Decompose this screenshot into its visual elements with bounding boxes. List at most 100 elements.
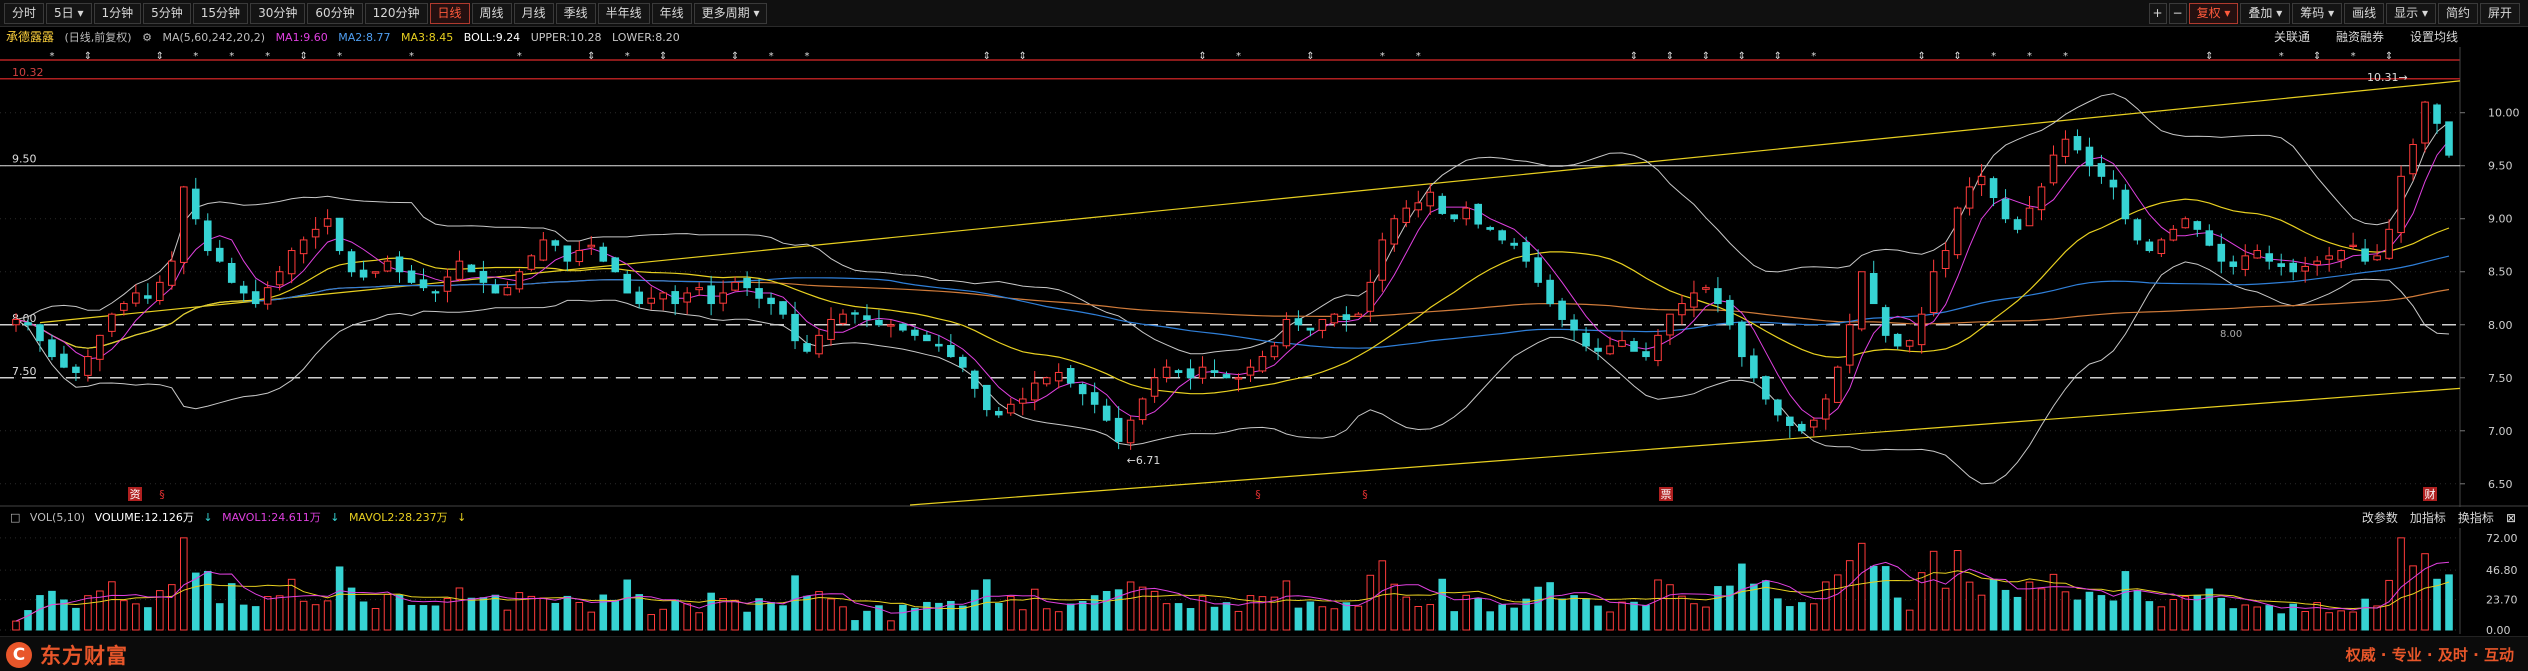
- volume-bar-50: [611, 599, 620, 631]
- tab-8[interactable]: 日线: [429, 3, 470, 24]
- volume-bar-117: [1414, 606, 1423, 631]
- candle-body-195: [2349, 244, 2357, 247]
- candle-body-25: [311, 228, 320, 238]
- candle-body-9: [120, 303, 128, 311]
- tool-button-6[interactable]: 显示 ▾: [2386, 3, 2436, 24]
- volume-legend: □ VOL(5,10) VOLUME:12.126万 ↓ MAVOL1:24.6…: [0, 508, 2528, 528]
- tool-button-3[interactable]: 叠加 ▾: [2240, 3, 2291, 24]
- tab-6[interactable]: 60分钟: [307, 3, 363, 24]
- candle-body-59: [719, 292, 727, 304]
- volume-chart[interactable]: 0.00 23.70 46.80 72.00: [0, 528, 2528, 634]
- candle-body-1: [24, 322, 32, 326]
- tab-2[interactable]: 1分钟: [93, 3, 142, 24]
- candle-body-141: [1702, 287, 1710, 290]
- footer: C 东方财富 权威 · 专业 · 及时 · 互动: [0, 636, 2528, 671]
- tab-1[interactable]: 5日 ▾: [46, 3, 92, 24]
- event-star-33: *: [409, 51, 414, 62]
- tool-button-2[interactable]: 复权 ▾: [2188, 3, 2239, 24]
- tab-11[interactable]: 季线: [555, 3, 596, 24]
- candle-body-97: [1174, 370, 1183, 373]
- lower-value: LOWER:8.20: [611, 31, 680, 44]
- chart-link-1[interactable]: 融资融券: [2335, 30, 2384, 44]
- volume-bar-157: [1893, 597, 1902, 631]
- candle-body-190: [2289, 262, 2297, 273]
- volume-bar-59: [719, 598, 727, 631]
- event-star-42: *: [517, 51, 522, 62]
- volume-bar-199: [2397, 537, 2405, 631]
- tab-7[interactable]: 120分钟: [364, 3, 428, 24]
- volume-link-2[interactable]: 换指标: [2457, 511, 2494, 525]
- volume-bar-108: [1306, 601, 1315, 631]
- candle-body-120: [1450, 214, 1459, 220]
- candle-body-20: [251, 291, 260, 305]
- volume-bar-29: [359, 601, 368, 631]
- candle-body-196: [2361, 248, 2369, 262]
- candle-body-52: [635, 291, 644, 305]
- tab-4[interactable]: 15分钟: [192, 3, 249, 24]
- candle-body-177: [2133, 219, 2142, 241]
- brand-logo[interactable]: C 东方财富: [6, 640, 128, 670]
- event-box-4: [1659, 487, 1673, 501]
- vol-params[interactable]: VOL(5,10): [29, 511, 86, 524]
- volume-bar-152: [1833, 574, 1842, 631]
- chart-link-2[interactable]: 设置均线: [2409, 30, 2458, 44]
- candle-body-19: [239, 285, 248, 294]
- candle-body-39: [479, 270, 488, 283]
- ma-params[interactable]: MA(5,60,242,20,2): [162, 31, 266, 44]
- event-marker-2: §: [1255, 488, 1261, 501]
- volume-link-0[interactable]: 改参数: [2361, 511, 2398, 525]
- candle-body-42: [515, 271, 524, 290]
- tab-9[interactable]: 周线: [471, 3, 512, 24]
- volume-bar-125: [1510, 607, 1518, 631]
- volume-bar-153: [1845, 560, 1854, 631]
- candle-body-26: [323, 218, 332, 227]
- tab-5[interactable]: 30分钟: [250, 3, 306, 24]
- high-annotation: 10.31→: [2367, 71, 2408, 84]
- chart-mode: (日线,前复权): [64, 31, 132, 44]
- volume-bar-183: [2205, 588, 2214, 631]
- volume-bar-31: [383, 593, 392, 631]
- candle-body-46: [563, 245, 572, 262]
- candle-body-134: [1618, 340, 1626, 347]
- volume-bar-190: [2289, 603, 2297, 631]
- volume-bar-130: [1570, 595, 1578, 631]
- volume-bar-71: [863, 610, 871, 631]
- tool-button-5[interactable]: 画线: [2344, 3, 2385, 24]
- volume-bar-77: [935, 602, 943, 631]
- candle-body-198: [2385, 228, 2393, 259]
- price-chart[interactable]: 10.32 9.50 8.00 7.50 ←6.71 10.31→ 8.00 * ⇕ ⇕ * * * ⇕…: [0, 47, 2528, 507]
- candle-body-76: [923, 334, 931, 342]
- gear-icon[interactable]: ⚙: [142, 31, 152, 44]
- tool-button-4[interactable]: 筹码 ▾: [2292, 3, 2343, 24]
- candle-body-174: [2097, 163, 2106, 177]
- tool-button-7[interactable]: 简约: [2437, 3, 2478, 24]
- tab-12[interactable]: 半年线: [597, 3, 650, 24]
- tool-button-1[interactable]: −: [2168, 3, 2187, 24]
- volume-bar-99: [1198, 595, 1207, 631]
- ma1-value: MA1:9.60: [275, 31, 328, 44]
- stock-name[interactable]: 承德露露: [6, 30, 55, 44]
- tool-button-8[interactable]: 屏开: [2479, 3, 2520, 24]
- candle-body-86: [1042, 377, 1051, 385]
- tab-10[interactable]: 月线: [513, 3, 554, 24]
- chart-link-0[interactable]: 关联通: [2273, 30, 2310, 44]
- arrow-down-icon: ↓: [203, 511, 213, 524]
- tab-3[interactable]: 5分钟: [143, 3, 191, 24]
- candle-body-123: [1486, 227, 1494, 230]
- volume-link-1[interactable]: 加指标: [2409, 511, 2446, 525]
- volume-bar-109: [1318, 606, 1327, 631]
- volume-bar-96: [1162, 603, 1171, 631]
- square-icon[interactable]: □: [10, 511, 21, 524]
- volume-bar-69: [839, 606, 847, 631]
- tab-0[interactable]: 分时: [4, 3, 45, 24]
- candle-body-125: [1510, 242, 1518, 246]
- candle-body-201: [2421, 101, 2429, 144]
- tool-button-0[interactable]: +: [2148, 3, 2167, 24]
- candle-body-156: [1881, 307, 1890, 336]
- volume-bar-12: [156, 590, 164, 631]
- tab-14[interactable]: 更多周期 ▾: [693, 3, 768, 24]
- tab-13[interactable]: 年线: [651, 3, 692, 24]
- volume-bar-78: [947, 600, 955, 631]
- close-icon[interactable]: ⊠: [2505, 511, 2516, 525]
- event-star-162: ⇕: [1953, 51, 1961, 62]
